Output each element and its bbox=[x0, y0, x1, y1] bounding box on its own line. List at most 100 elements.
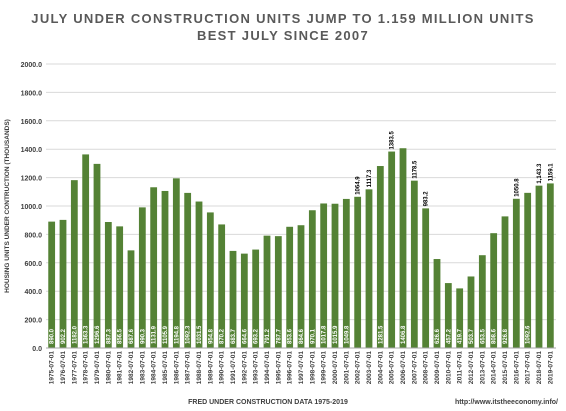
data-label: 419.7 bbox=[458, 328, 464, 344]
x-tick-label: 2008-07-01 bbox=[423, 351, 430, 385]
data-label: 926.8 bbox=[503, 328, 509, 344]
data-label: 1363.3 bbox=[84, 325, 90, 344]
x-tick-label: 2007-07-01 bbox=[411, 351, 418, 385]
bar bbox=[433, 259, 441, 348]
y-tick-label: 1400.0 bbox=[21, 147, 43, 154]
x-tick-label: 2012-07-01 bbox=[468, 351, 475, 385]
bar bbox=[490, 233, 498, 348]
data-label: 693.2 bbox=[254, 328, 260, 344]
bar bbox=[297, 225, 305, 348]
data-label: 787.7 bbox=[276, 328, 282, 344]
data-label: 983.2 bbox=[424, 191, 430, 207]
y-tick-label: 1000.0 bbox=[21, 204, 43, 211]
bar bbox=[252, 249, 260, 348]
x-tick-label: 1992-07-01 bbox=[241, 351, 248, 385]
x-tick-label: 1994-07-01 bbox=[264, 351, 271, 385]
y-tick-label: 0.0 bbox=[32, 346, 42, 353]
bar bbox=[206, 212, 214, 348]
bar bbox=[388, 151, 396, 348]
x-tick-label: 2010-07-01 bbox=[445, 351, 452, 385]
y-tick-label: 2000.0 bbox=[21, 62, 43, 69]
bar bbox=[342, 198, 350, 348]
bar bbox=[161, 190, 169, 348]
y-tick-label: 1600.0 bbox=[21, 119, 43, 126]
data-label: 864.6 bbox=[299, 328, 305, 344]
bar bbox=[478, 255, 486, 348]
bar bbox=[116, 226, 124, 348]
bar bbox=[59, 219, 67, 348]
chart-title: JULY UNDER CONSTRUCTION UNITS JUMP TO 1.… bbox=[31, 11, 535, 26]
x-tick-label: 2011-07-01 bbox=[457, 351, 464, 384]
data-label: 887.3 bbox=[106, 328, 112, 344]
data-label: 902.2 bbox=[61, 328, 67, 344]
data-label: 653.5 bbox=[480, 328, 486, 344]
bar bbox=[218, 224, 226, 348]
x-tick-label: 2005-07-01 bbox=[389, 351, 396, 385]
x-axis-label: FRED UNDER CONSTRUCTION DATA 1975-2019 bbox=[188, 399, 348, 406]
bar bbox=[82, 154, 90, 348]
y-tick-label: 200.0 bbox=[24, 318, 42, 325]
y-tick-label: 1800.0 bbox=[21, 90, 43, 97]
bar bbox=[263, 235, 271, 348]
bar bbox=[410, 180, 418, 348]
bar bbox=[546, 183, 554, 348]
x-tick-label: 2014-07-01 bbox=[491, 351, 498, 385]
bar bbox=[229, 250, 237, 348]
x-tick-label: 2009-07-01 bbox=[434, 351, 441, 385]
data-label: 687.6 bbox=[129, 328, 135, 344]
x-tick-label: 1998-07-01 bbox=[309, 351, 316, 385]
data-label: 503.7 bbox=[469, 328, 475, 344]
data-label: 1131.9 bbox=[152, 325, 158, 344]
x-tick-label: 2000-07-01 bbox=[332, 351, 339, 385]
x-tick-label: 2001-07-01 bbox=[343, 351, 350, 385]
data-label: 1117.3 bbox=[367, 169, 373, 187]
data-label: 856.5 bbox=[118, 328, 124, 344]
x-tick-label: 2003-07-01 bbox=[366, 351, 373, 385]
data-label: 990.3 bbox=[140, 328, 146, 344]
x-tick-label: 1999-07-01 bbox=[321, 351, 328, 385]
data-label: 1064.9 bbox=[356, 176, 362, 195]
data-label: 683.7 bbox=[231, 328, 237, 344]
x-tick-label: 1995-07-01 bbox=[275, 351, 282, 385]
bar bbox=[70, 180, 78, 348]
x-tick-label: 1975-07-01 bbox=[49, 351, 56, 385]
bar bbox=[184, 192, 192, 348]
x-tick-label: 2015-07-01 bbox=[502, 351, 509, 385]
data-label: 1,143.3 bbox=[537, 163, 543, 184]
bar bbox=[172, 178, 180, 348]
x-tick-label: 1981-07-01 bbox=[117, 351, 124, 385]
x-tick-label: 1979-07-01 bbox=[94, 351, 101, 385]
data-label: 1159.1 bbox=[548, 163, 554, 182]
data-label: 1031.5 bbox=[197, 325, 203, 344]
source-credit: http://www.itstheeconomy.info/ bbox=[455, 399, 558, 406]
data-label: 1296.6 bbox=[95, 325, 101, 344]
data-label: 1281.5 bbox=[378, 325, 384, 344]
data-label: 791.2 bbox=[265, 328, 271, 344]
bar bbox=[422, 208, 430, 348]
x-tick-label: 1987-07-01 bbox=[185, 351, 192, 385]
data-label: 1194.8 bbox=[174, 325, 180, 344]
data-label: 1182.0 bbox=[72, 325, 78, 344]
x-tick-label: 2018-07-01 bbox=[536, 351, 543, 385]
data-label: 890.0 bbox=[50, 328, 56, 344]
x-tick-label: 1978-07-01 bbox=[83, 351, 90, 385]
bar bbox=[240, 253, 248, 348]
bar bbox=[138, 207, 146, 348]
x-tick-label: 1985-07-01 bbox=[162, 351, 169, 385]
x-tick-label: 1991-07-01 bbox=[230, 351, 237, 385]
y-tick-label: 400.0 bbox=[24, 289, 42, 296]
x-tick-label: 2002-07-01 bbox=[355, 351, 362, 385]
x-tick-label: 2013-07-01 bbox=[479, 351, 486, 385]
x-tick-label: 1989-07-01 bbox=[207, 351, 214, 385]
x-tick-label: 1980-07-01 bbox=[105, 351, 112, 385]
data-label: 664.6 bbox=[242, 328, 248, 344]
bar bbox=[308, 210, 316, 348]
bar bbox=[195, 201, 203, 348]
chart-subtitle: BEST JULY SINCE 2007 bbox=[197, 28, 369, 43]
data-label: 870.2 bbox=[220, 328, 226, 344]
bar bbox=[456, 288, 464, 348]
bar bbox=[399, 148, 407, 348]
data-label: 1015.9 bbox=[333, 325, 339, 344]
data-label: 1017.8 bbox=[322, 325, 328, 344]
